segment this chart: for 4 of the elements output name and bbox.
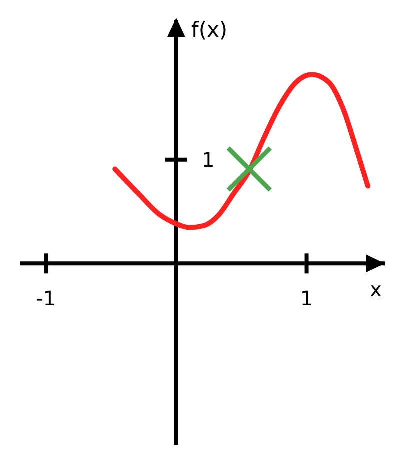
y-axis-title: f(x) [191,18,228,42]
x-tick-label: -1 [36,286,56,311]
annotation: 1 [202,148,215,172]
x-axis-title: x [370,278,382,302]
